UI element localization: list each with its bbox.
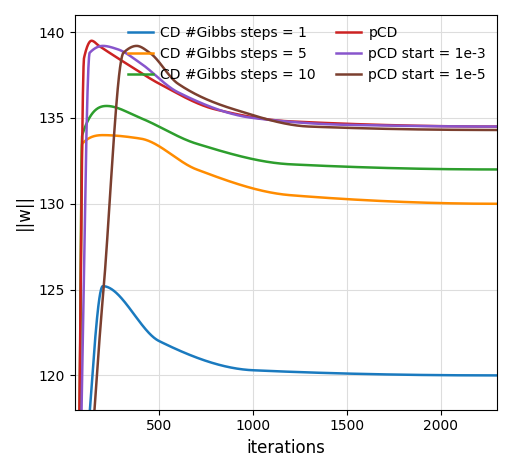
pCD start = 1e-5	[93, 379, 99, 385]
CD #Gibbs steps = 1	[100, 283, 106, 289]
CD #Gibbs steps = 10	[93, 106, 99, 112]
pCD	[278, 118, 284, 124]
CD #Gibbs steps = 5	[278, 191, 284, 197]
X-axis label: iterations: iterations	[246, 439, 325, 457]
pCD start = 1e-5	[134, 43, 140, 49]
CD #Gibbs steps = 1	[266, 368, 272, 374]
Line: CD #Gibbs steps = 5: CD #Gibbs steps = 5	[75, 135, 497, 472]
CD #Gibbs steps = 5	[494, 201, 500, 207]
Y-axis label: ||w||: ||w||	[15, 194, 33, 230]
pCD start = 1e-3	[93, 45, 99, 51]
CD #Gibbs steps = 1	[72, 407, 78, 413]
CD #Gibbs steps = 5	[100, 132, 106, 138]
CD #Gibbs steps = 1	[278, 369, 284, 374]
pCD	[89, 38, 95, 43]
CD #Gibbs steps = 10	[278, 160, 284, 166]
CD #Gibbs steps = 10	[494, 167, 500, 172]
CD #Gibbs steps = 10	[103, 103, 110, 109]
CD #Gibbs steps = 10	[266, 159, 272, 165]
pCD start = 1e-5	[72, 407, 78, 413]
CD #Gibbs steps = 10	[72, 407, 78, 413]
Line: pCD start = 1e-5: pCD start = 1e-5	[75, 46, 497, 472]
pCD start = 1e-5	[266, 117, 272, 123]
pCD start = 1e-5	[494, 127, 500, 133]
pCD start = 1e-5	[278, 120, 284, 126]
CD #Gibbs steps = 5	[93, 133, 99, 138]
pCD	[94, 41, 100, 47]
pCD	[494, 124, 500, 129]
pCD start = 1e-5	[404, 126, 411, 132]
CD #Gibbs steps = 1	[482, 372, 488, 378]
CD #Gibbs steps = 5	[266, 189, 272, 195]
CD #Gibbs steps = 1	[404, 372, 411, 378]
CD #Gibbs steps = 1	[494, 372, 500, 378]
CD #Gibbs steps = 5	[404, 199, 411, 205]
pCD	[482, 124, 488, 129]
CD #Gibbs steps = 10	[482, 167, 488, 172]
CD #Gibbs steps = 1	[93, 322, 99, 328]
pCD	[72, 407, 78, 413]
pCD	[404, 123, 411, 128]
Legend: CD #Gibbs steps = 1, CD #Gibbs steps = 5, CD #Gibbs steps = 10, pCD, pCD start =: CD #Gibbs steps = 1, CD #Gibbs steps = 5…	[124, 22, 490, 86]
Line: pCD start = 1e-3: pCD start = 1e-3	[75, 46, 497, 472]
CD #Gibbs steps = 5	[482, 201, 488, 207]
Line: CD #Gibbs steps = 10: CD #Gibbs steps = 10	[75, 106, 497, 472]
Line: pCD: pCD	[75, 41, 497, 472]
pCD start = 1e-3	[72, 407, 78, 413]
CD #Gibbs steps = 10	[404, 166, 411, 171]
pCD start = 1e-3	[100, 43, 106, 49]
pCD	[482, 124, 488, 129]
CD #Gibbs steps = 5	[72, 407, 78, 413]
pCD start = 1e-3	[494, 124, 500, 129]
pCD start = 1e-3	[482, 124, 488, 129]
pCD start = 1e-3	[266, 117, 272, 123]
pCD start = 1e-5	[482, 127, 488, 133]
CD #Gibbs steps = 10	[482, 167, 488, 172]
CD #Gibbs steps = 5	[482, 201, 488, 207]
CD #Gibbs steps = 1	[482, 372, 488, 378]
pCD start = 1e-3	[482, 124, 488, 129]
pCD start = 1e-5	[482, 127, 488, 133]
pCD start = 1e-3	[278, 118, 284, 124]
Line: CD #Gibbs steps = 1: CD #Gibbs steps = 1	[75, 286, 497, 472]
pCD	[266, 117, 272, 122]
pCD start = 1e-3	[404, 123, 411, 129]
